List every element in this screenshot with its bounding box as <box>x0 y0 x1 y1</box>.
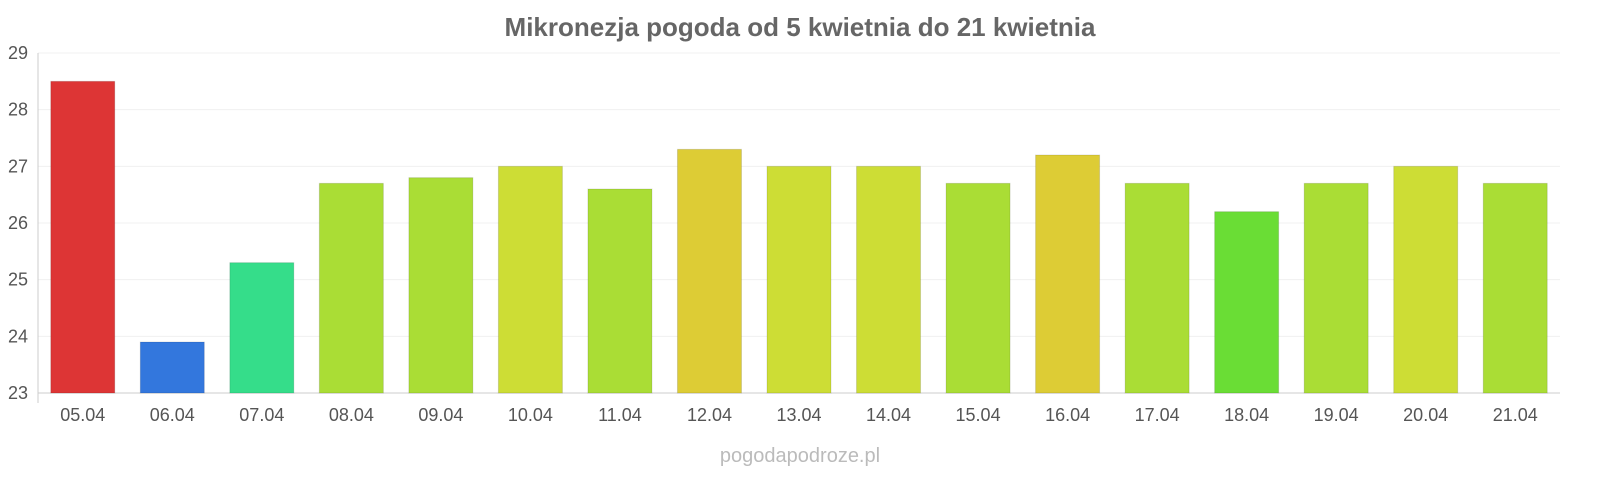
bar-14.04[interactable] <box>856 165 922 394</box>
x-tick-label: 07.04 <box>239 405 284 425</box>
x-tick-label: 21.04 <box>1493 405 1538 425</box>
bar-18.04[interactable] <box>1214 211 1280 394</box>
x-tick-label: 08.04 <box>329 405 374 425</box>
x-tick-label: 11.04 <box>598 405 642 425</box>
bar-12.04[interactable] <box>676 148 742 394</box>
x-tick-label: 13.04 <box>776 405 821 425</box>
x-tick-label: 14.04 <box>866 405 911 425</box>
bar-08.04[interactable] <box>318 182 384 394</box>
bar-13.04[interactable] <box>766 165 832 394</box>
bar-05.04[interactable] <box>50 80 116 394</box>
x-tick-label: 12.04 <box>687 405 732 425</box>
chart-title: Mikronezja pogoda od 5 kwietnia do 21 kw… <box>505 12 1096 42</box>
x-tick-label: 05.04 <box>60 405 105 425</box>
bar-20.04[interactable] <box>1393 165 1459 394</box>
x-tick-label: 16.04 <box>1045 405 1090 425</box>
x-tick-label: 15.04 <box>956 405 1001 425</box>
bar-19.04[interactable] <box>1303 182 1369 394</box>
x-tick-label: 17.04 <box>1135 405 1180 425</box>
y-tick-label: 27 <box>8 156 28 176</box>
y-tick-label: 25 <box>8 270 28 290</box>
y-tick-label: 23 <box>8 383 28 403</box>
bar-06.04[interactable] <box>139 341 205 394</box>
y-tick-label: 29 <box>8 43 28 63</box>
bar-15.04[interactable] <box>945 182 1011 394</box>
x-tick-label: 20.04 <box>1403 405 1448 425</box>
bar-11.04[interactable] <box>587 188 653 394</box>
bar-09.04[interactable] <box>408 177 474 394</box>
y-tick-label: 26 <box>8 213 28 233</box>
bar-10.04[interactable] <box>497 165 563 394</box>
x-tick-label: 18.04 <box>1224 405 1269 425</box>
bar-16.04[interactable] <box>1035 154 1101 394</box>
bar-07.04[interactable] <box>229 262 295 394</box>
x-tick-label: 19.04 <box>1314 405 1359 425</box>
watermark: pogodapodroze.pl <box>720 445 880 467</box>
x-tick-label: 10.04 <box>508 405 553 425</box>
y-tick-label: 28 <box>8 100 28 120</box>
bar-21.04[interactable] <box>1482 182 1548 394</box>
y-tick-label: 24 <box>8 326 28 346</box>
x-tick-label: 09.04 <box>418 405 463 425</box>
x-tick-label: 06.04 <box>150 405 195 425</box>
bar-17.04[interactable] <box>1124 182 1190 394</box>
